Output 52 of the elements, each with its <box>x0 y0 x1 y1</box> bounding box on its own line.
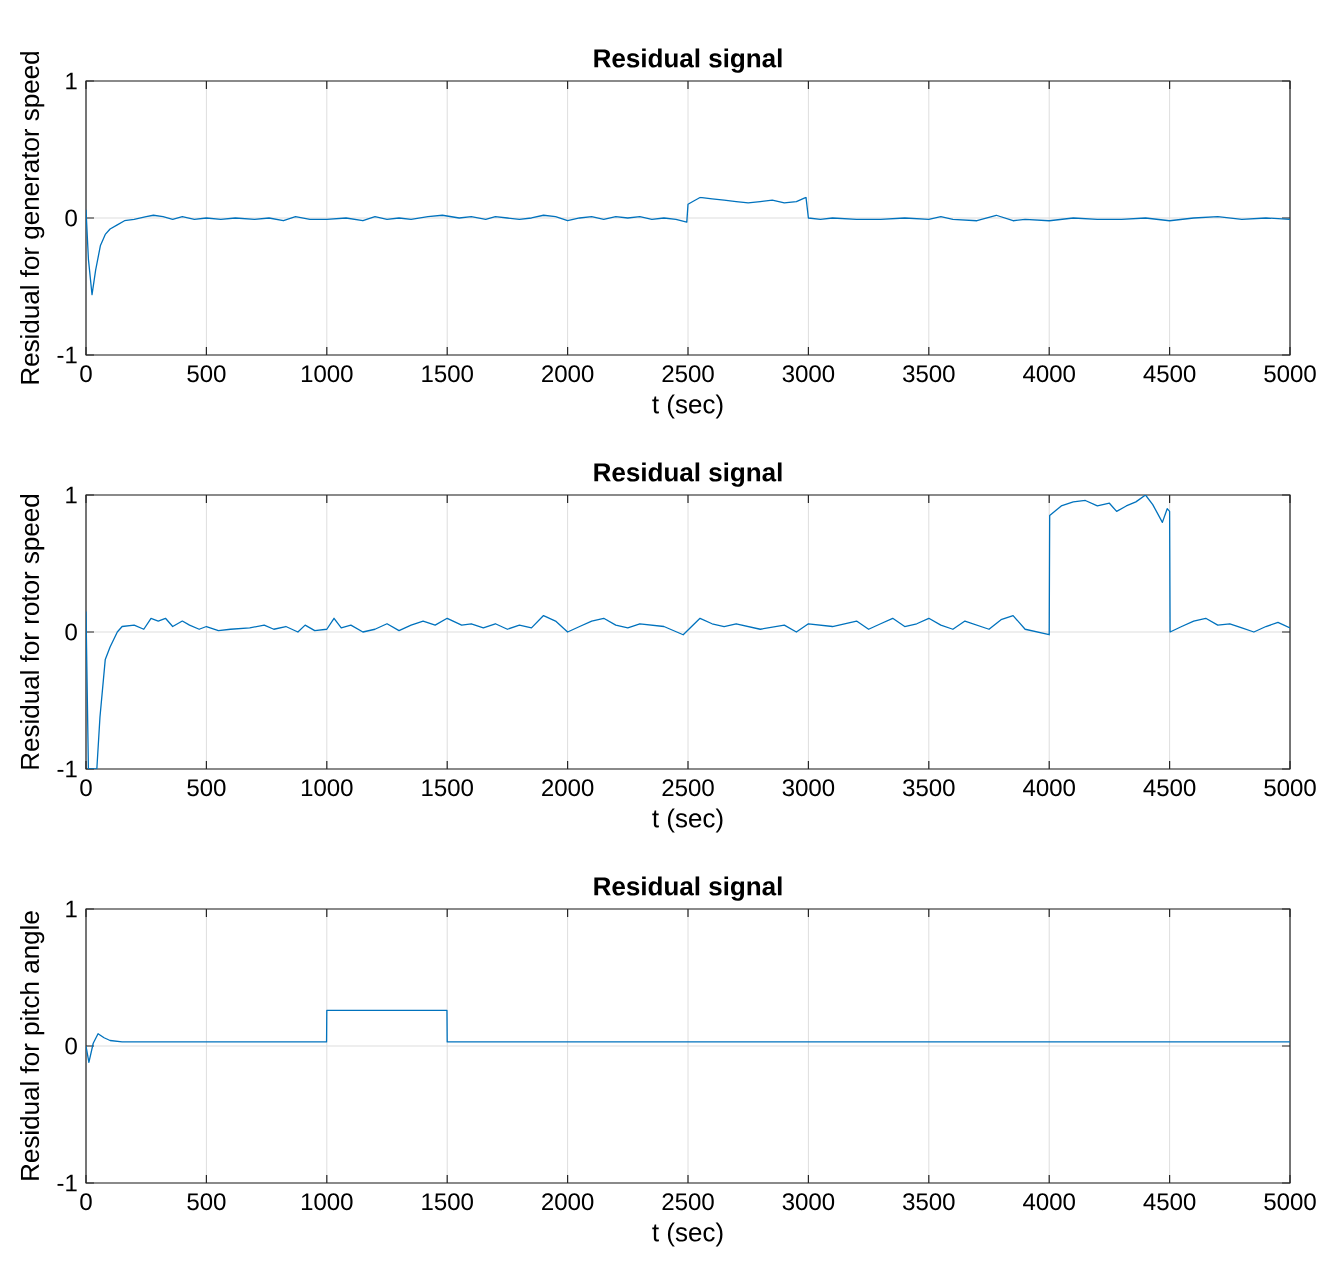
x-tick-label: 4500 <box>1143 365 1196 383</box>
chart-title: Residual signal <box>594 48 782 73</box>
x-tick-label: 3000 <box>782 365 835 383</box>
x-tick-label: 1000 <box>301 365 353 383</box>
x-tick-label: 1000 <box>301 779 353 797</box>
x-tick-label: 1000 <box>301 1193 353 1211</box>
x-tick-label: 2000 <box>542 1193 594 1211</box>
x-axis-title: t (sec) <box>652 1222 723 1247</box>
x-tick-label: 500 <box>187 365 226 383</box>
x-axis-title: t (sec) <box>652 394 723 419</box>
x-tick-label: 4500 <box>1143 779 1196 797</box>
y-tick-label: 0 <box>65 1037 77 1055</box>
y-axis-title: Residual for rotor speed <box>20 494 45 769</box>
y-tick-label: 0 <box>65 209 77 227</box>
y-tick-label: -1 <box>57 1174 77 1192</box>
y-tick-label: 1 <box>66 72 77 90</box>
x-tick-label: 500 <box>187 1193 226 1211</box>
x-tick-label: 500 <box>187 779 226 797</box>
y-tick-label: -1 <box>57 760 77 778</box>
x-tick-label: 5000 <box>1264 1193 1316 1211</box>
x-tick-label: 1500 <box>422 365 473 383</box>
x-tick-label: 0 <box>80 779 92 797</box>
x-tick-label: 4500 <box>1143 1193 1196 1211</box>
x-tick-label: 4000 <box>1023 365 1075 383</box>
x-tick-label: 0 <box>80 1193 92 1211</box>
x-tick-label: 3000 <box>782 779 835 797</box>
x-tick-label: 1500 <box>422 1193 473 1211</box>
x-tick-label: 0 <box>80 365 92 383</box>
x-tick-label: 2500 <box>662 779 714 797</box>
x-tick-label: 2000 <box>542 365 594 383</box>
chart-title: Residual signal <box>594 876 782 901</box>
y-tick-label: 1 <box>66 900 77 918</box>
y-tick-label: 0 <box>65 623 77 641</box>
x-axis-title: t (sec) <box>652 808 723 833</box>
x-tick-label: 3500 <box>903 365 955 383</box>
x-tick-label: 2500 <box>662 365 714 383</box>
y-tick-label: -1 <box>57 346 77 364</box>
x-tick-label: 3000 <box>782 1193 835 1211</box>
x-tick-label: 4000 <box>1023 779 1075 797</box>
x-tick-label: 5000 <box>1264 779 1316 797</box>
x-tick-label: 2000 <box>542 779 594 797</box>
y-axis-title: Residual for pitch angle <box>20 911 45 1180</box>
x-tick-label: 4000 <box>1023 1193 1075 1211</box>
x-tick-label: 3500 <box>903 1193 955 1211</box>
x-tick-label: 2500 <box>662 1193 714 1211</box>
x-tick-label: 5000 <box>1264 365 1316 383</box>
y-tick-label: 1 <box>66 486 77 504</box>
line-series <box>86 196 1291 296</box>
x-tick-label: 1500 <box>422 779 473 797</box>
y-axis-title: Residual for generator speed <box>20 52 45 384</box>
x-tick-label: 3500 <box>903 779 955 797</box>
chart-title: Residual signal <box>594 462 782 487</box>
